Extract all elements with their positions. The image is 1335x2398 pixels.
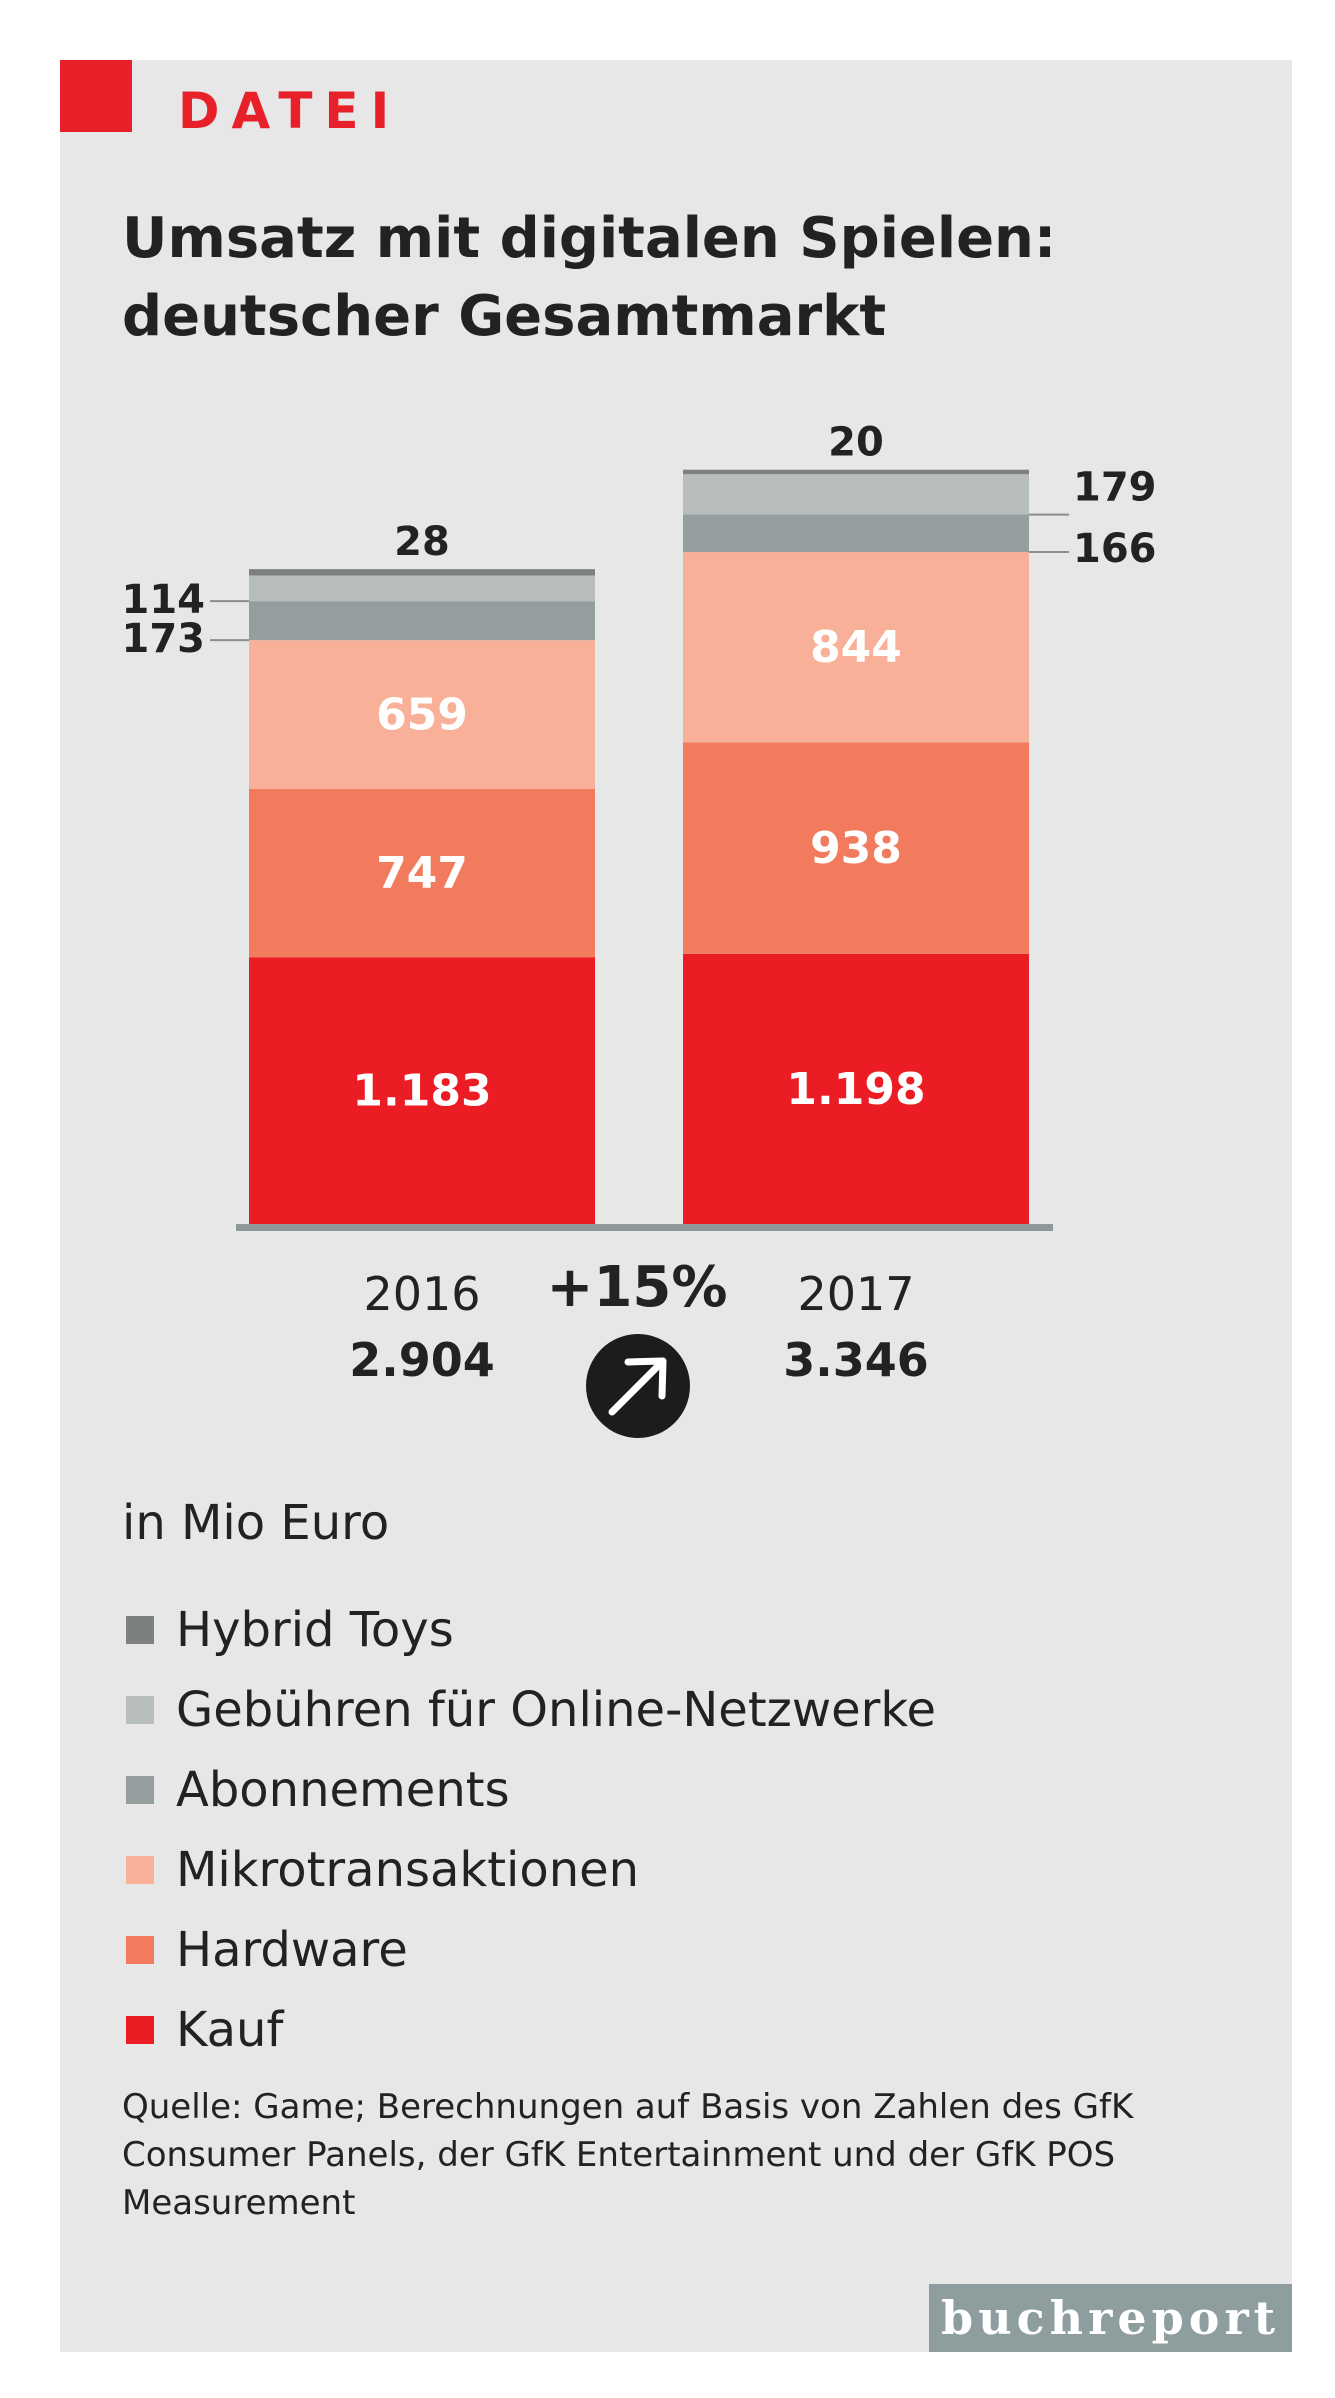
data-label: 179 bbox=[1073, 465, 1157, 511]
data-label: 1.198 bbox=[786, 1064, 925, 1115]
bar-segment bbox=[683, 742, 1029, 954]
data-label: 844 bbox=[810, 622, 902, 673]
chart-title-line-1: Umsatz mit digitalen Spielen: bbox=[122, 206, 1057, 271]
legend-swatch bbox=[126, 1616, 154, 1644]
total-label: 2.904 bbox=[349, 1333, 495, 1387]
bar-segment bbox=[683, 469, 1029, 475]
bar-segment bbox=[683, 474, 1029, 515]
legend-swatch bbox=[126, 1936, 154, 1964]
data-label: 747 bbox=[376, 848, 468, 899]
source-note: Quelle: Game; Berechnungen auf Basis von… bbox=[122, 2087, 1134, 2223]
data-label: 173 bbox=[122, 616, 206, 662]
legend-item: Kauf bbox=[126, 1990, 936, 2070]
unit-label: in Mio Euro bbox=[122, 1495, 390, 1551]
legend-swatch bbox=[126, 1856, 154, 1884]
tick-label: 2017 bbox=[797, 1267, 914, 1321]
legend-item: Gebühren für Online-Netzwerke bbox=[126, 1670, 936, 1750]
total-label: 3.346 bbox=[783, 1333, 929, 1387]
legend-label: Gebühren für Online-Netzwerke bbox=[176, 1682, 936, 1738]
legend-swatch bbox=[126, 1776, 154, 1804]
kicker: DATEI bbox=[178, 82, 402, 140]
chart-title-line-2: deutscher Gesamtmarkt bbox=[122, 284, 887, 349]
data-label: 659 bbox=[376, 689, 468, 740]
data-label: 20 bbox=[828, 420, 884, 466]
arrow-shaft bbox=[608, 1360, 664, 1416]
data-label: 114 bbox=[122, 577, 206, 623]
data-label: 166 bbox=[1073, 526, 1157, 572]
brand-logo: buchreport bbox=[929, 2284, 1292, 2352]
bar-segment bbox=[249, 601, 595, 641]
bar-segment bbox=[249, 569, 595, 576]
legend-swatch bbox=[126, 1696, 154, 1724]
bar-segment bbox=[249, 957, 595, 1224]
x-axis-line bbox=[236, 1224, 1053, 1231]
data-label: 938 bbox=[810, 823, 902, 874]
legend-label: Mikrotransaktionen bbox=[176, 1842, 640, 1898]
legend-label: Kauf bbox=[176, 2002, 284, 2058]
arrow-head bbox=[624, 1357, 667, 1400]
bar-segment bbox=[683, 514, 1029, 553]
legend-item: Hardware bbox=[126, 1910, 936, 1990]
tick-label: 2016 bbox=[363, 1267, 480, 1321]
legend-item: Abonnements bbox=[126, 1750, 936, 1830]
legend-item: Mikrotransaktionen bbox=[126, 1830, 936, 1910]
legend-item: Hybrid Toys bbox=[126, 1590, 936, 1670]
bar-segment bbox=[683, 953, 1029, 1224]
bar-segment bbox=[249, 575, 595, 602]
bar-segment bbox=[683, 552, 1029, 743]
legend: Hybrid Toys Gebühren für Online-Netzwerke… bbox=[126, 1590, 936, 2070]
data-label: 28 bbox=[394, 519, 450, 565]
change-label: +15% bbox=[547, 1255, 728, 1320]
legend-label: Hybrid Toys bbox=[176, 1602, 454, 1658]
data-label: 1.183 bbox=[352, 1066, 491, 1117]
legend-label: Hardware bbox=[176, 1922, 408, 1978]
red-marker bbox=[60, 60, 132, 132]
chart-title: Umsatz mit digitalen Spielen: deutscher … bbox=[122, 200, 1222, 356]
bar-segment bbox=[249, 788, 595, 958]
bar-segment bbox=[249, 640, 595, 789]
legend-swatch bbox=[126, 2016, 154, 2044]
legend-label: Abonnements bbox=[176, 1762, 510, 1818]
